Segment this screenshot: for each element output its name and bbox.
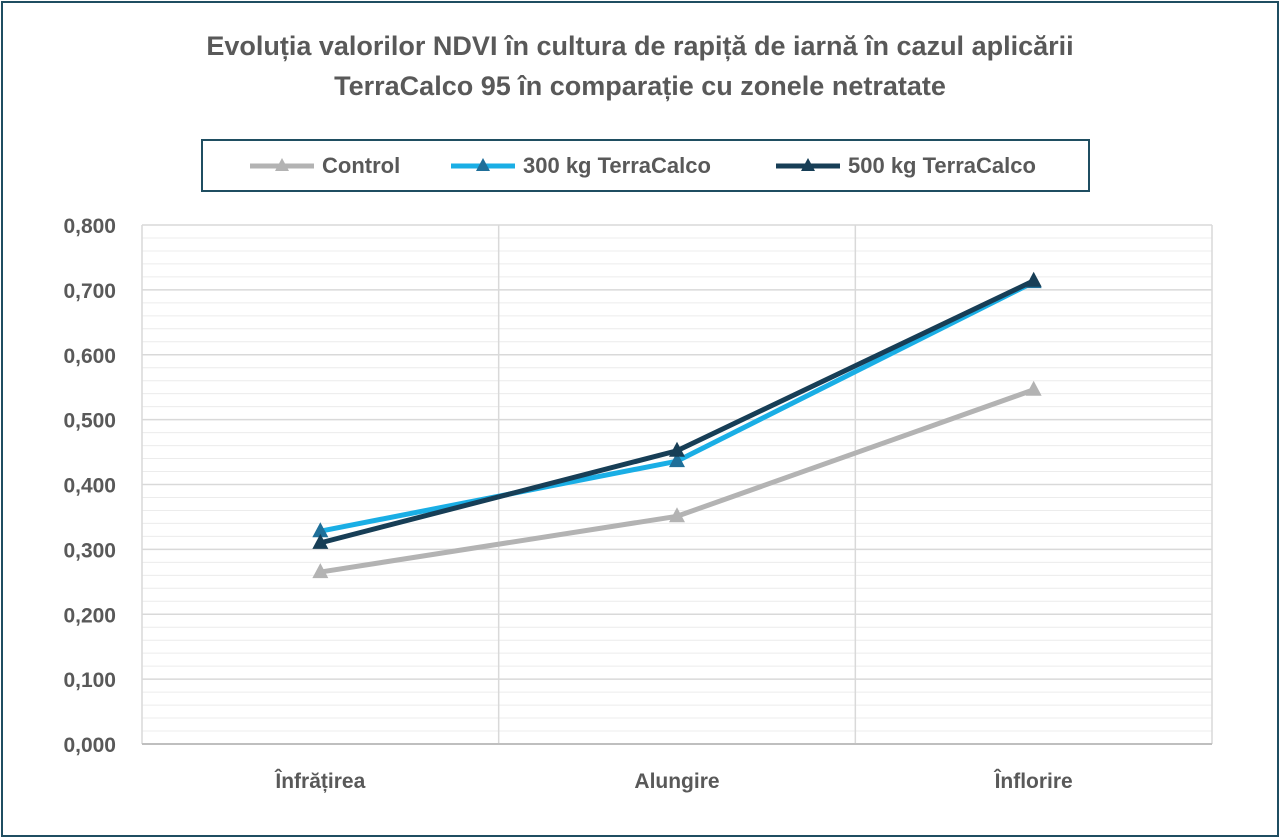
legend-label-control: Control	[322, 152, 401, 178]
y-tick-label: 0,700	[63, 280, 116, 303]
legend-label-500kg: 500 kg TerraCalco	[848, 152, 1036, 178]
y-tick-label: 0,800	[63, 215, 116, 238]
chart-title: Evoluția valorilor NDVI în cultura de ra…	[0, 26, 1280, 106]
chart-legend: Control 300 kg TerraCalco 500 kg TerraCa…	[201, 139, 1090, 192]
data-point-series-2	[669, 452, 685, 468]
x-tick-label: Înfrățirea	[274, 769, 365, 793]
y-tick-label: 0,600	[63, 345, 116, 368]
data-point-series-1	[669, 507, 685, 523]
legend-item-control: Control	[248, 141, 400, 190]
legend-swatch-500kg	[776, 157, 840, 171]
data-point-series-1	[1025, 380, 1042, 396]
y-tick-label: 0,200	[63, 604, 116, 627]
legend-swatch-300kg	[451, 157, 515, 171]
chart-title-line-1: Evoluția valorilor NDVI în cultura de ra…	[206, 31, 1074, 61]
data-point-series-2	[312, 522, 329, 538]
data-point-series-3	[669, 441, 685, 457]
y-tick-label: 0,400	[63, 475, 116, 498]
x-tick-label: Alungire	[634, 770, 719, 793]
data-point-series-3	[1025, 271, 1042, 287]
legend-swatch-control	[250, 157, 314, 171]
data-point-series-1	[312, 563, 329, 579]
y-tick-label: 0,300	[63, 539, 116, 562]
series-line-1	[317, 387, 1037, 575]
legend-item-300kg: 300 kg TerraCalco	[449, 141, 711, 190]
series-line-3	[317, 278, 1037, 546]
data-point-series-3	[312, 533, 329, 549]
y-tick-label: 0,000	[63, 734, 116, 757]
legend-item-500kg: 500 kg TerraCalco	[774, 141, 1036, 190]
y-tick-label: 0,500	[63, 410, 116, 433]
x-tick-label: Înflorire	[994, 769, 1073, 793]
legend-label-300kg: 300 kg TerraCalco	[523, 152, 711, 178]
y-tick-label: 0,100	[63, 669, 116, 692]
chart-title-line-2: TerraCalco 95 în comparație cu zonele ne…	[334, 71, 946, 101]
